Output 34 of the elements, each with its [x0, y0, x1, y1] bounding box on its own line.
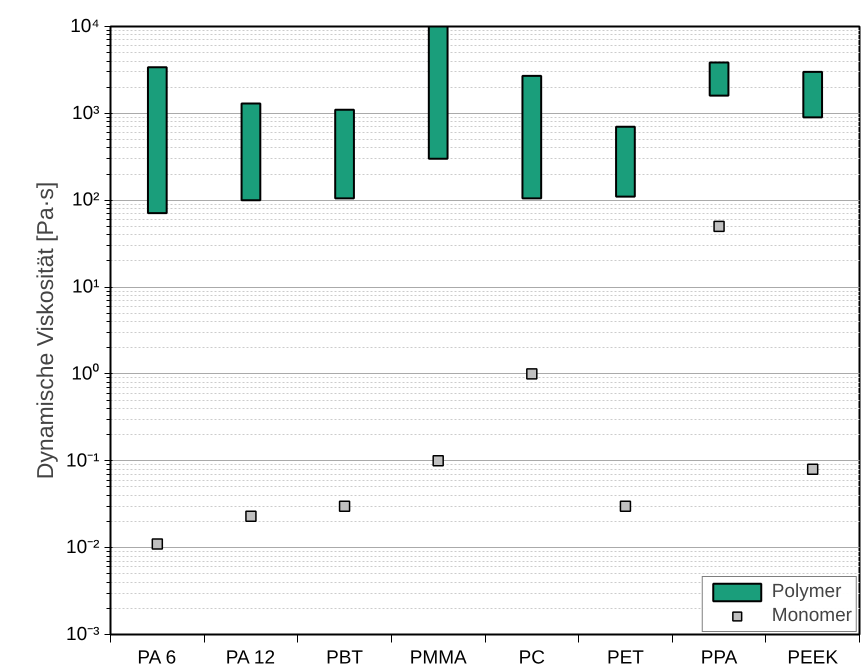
point [526, 368, 538, 380]
bar [334, 108, 355, 200]
x-tick-label: PET [606, 648, 644, 668]
point [152, 538, 164, 550]
x-tick-label: PPA [700, 648, 738, 668]
point [620, 500, 632, 512]
y-tick-label: 10³ [72, 102, 100, 124]
bar [146, 66, 168, 214]
point [432, 455, 444, 467]
x-tick-label: PA 12 [226, 648, 276, 668]
x-tick-label: PEEK [787, 648, 838, 668]
x-tick-label: PC [518, 648, 546, 668]
y-tick-label: 10⁻² [66, 537, 100, 558]
y-tick-label: 10¹ [72, 276, 100, 298]
point [338, 500, 350, 512]
y-tick-label: 10² [72, 190, 100, 211]
bar [521, 74, 542, 200]
bar [240, 102, 262, 202]
x-tick-label: PBT [326, 648, 364, 668]
legend-label: Polymer [772, 581, 842, 603]
bar [802, 70, 824, 118]
legend-label: Monomer [772, 605, 852, 627]
point [245, 510, 257, 522]
point [806, 463, 818, 475]
x-tick-label: PMMA [410, 648, 468, 668]
x-tick-label: PA 6 [137, 648, 176, 668]
y-tick-label: 10⁻¹ [66, 450, 100, 472]
y-tick-label: 10⁻³ [66, 624, 100, 645]
y-tick-label: 10⁰ [71, 362, 100, 384]
bar [708, 62, 730, 97]
bar [615, 126, 636, 198]
y-axis-title: Dynamische Viskosität [Pa·s] [32, 182, 58, 480]
point [713, 220, 725, 232]
y-tick-label: 10⁴ [70, 16, 100, 37]
